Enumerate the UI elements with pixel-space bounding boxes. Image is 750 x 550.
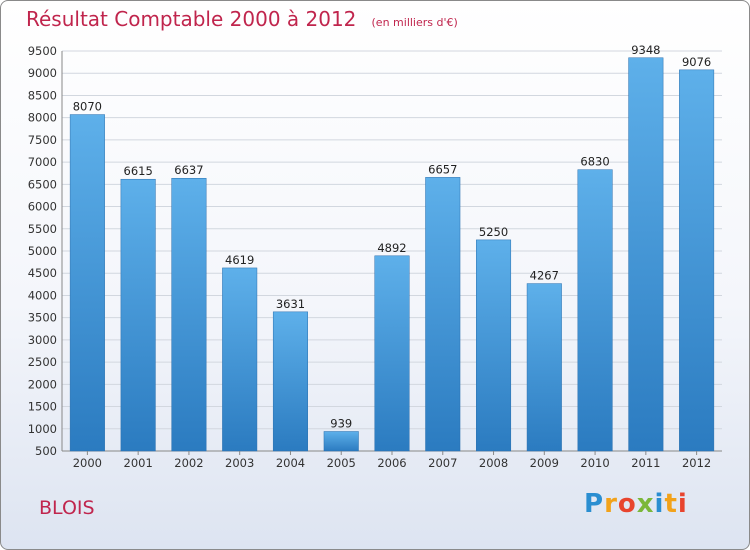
y-tick-label: 2500: [28, 355, 57, 369]
y-tick-label: 4000: [28, 288, 57, 302]
x-tick-label: 2001: [124, 456, 153, 470]
y-tick-label: 1000: [28, 422, 57, 436]
bar: [425, 177, 461, 452]
data-label: 6615: [124, 164, 153, 178]
x-tick-label: 2005: [327, 456, 356, 470]
bar: [577, 169, 613, 452]
data-label: 6637: [174, 163, 203, 177]
data-label: 9348: [631, 43, 660, 57]
bar: [69, 114, 105, 452]
x-tick-label: 2006: [377, 456, 406, 470]
y-tick-label: 9500: [28, 44, 57, 58]
y-tick-label: 8000: [28, 111, 57, 125]
bar: [120, 178, 156, 452]
bar: [374, 255, 410, 452]
logo-letter: i: [677, 489, 688, 519]
data-label: 939: [330, 416, 352, 430]
data-label: 3631: [276, 297, 305, 311]
town-label: BLOIS: [39, 497, 95, 519]
logo-letter: x: [636, 489, 655, 519]
y-tick-label: 500: [35, 444, 57, 458]
y-tick-label: 3000: [28, 333, 57, 347]
data-label: 9076: [682, 55, 711, 69]
data-label: 6657: [428, 162, 457, 176]
x-tick-label: 2010: [580, 456, 609, 470]
x-tick-label: 2011: [631, 456, 660, 470]
chart-title-main: Résultat Comptable 2000 à 2012: [26, 7, 357, 31]
logo-letter: P: [584, 489, 605, 519]
y-tick-label: 1500: [28, 400, 57, 414]
bar: [171, 177, 207, 452]
proxiti-logo: Proxiti: [584, 489, 688, 519]
bar: [526, 283, 562, 452]
logo-letter: t: [664, 489, 678, 519]
x-tick-label: 2002: [174, 456, 203, 470]
y-tick-label: 6000: [28, 200, 57, 214]
y-tick-label: 7500: [28, 133, 57, 147]
data-label: 6830: [580, 155, 609, 169]
y-tick-label: 5000: [28, 244, 57, 258]
bar: [222, 267, 258, 452]
y-tick-label: 9000: [28, 66, 57, 80]
bar: [476, 239, 512, 452]
x-tick-label: 2009: [530, 456, 559, 470]
x-tick-label: 2003: [225, 456, 254, 470]
data-label: 5250: [479, 225, 508, 239]
data-label: 4267: [530, 269, 559, 283]
y-tick-label: 3500: [28, 311, 57, 325]
bar: [628, 57, 664, 452]
logo-letter: r: [604, 489, 618, 519]
y-tick-label: 8500: [28, 88, 57, 102]
y-tick-label: 6500: [28, 177, 57, 191]
data-label: 4619: [225, 253, 254, 267]
logo-letter: i: [654, 489, 665, 519]
data-label: 4892: [377, 241, 406, 255]
y-tick-label: 7000: [28, 155, 57, 169]
x-tick-label: 2008: [479, 456, 508, 470]
x-tick-label: 2007: [428, 456, 457, 470]
y-tick-label: 5500: [28, 222, 57, 236]
x-tick-label: 2004: [276, 456, 305, 470]
bar: [679, 69, 715, 452]
bar: [323, 431, 359, 452]
chart-title: Résultat Comptable 2000 à 2012 (en milli…: [26, 7, 458, 31]
y-tick-label: 4500: [28, 266, 57, 280]
y-tick-label: 2000: [28, 377, 57, 391]
bar: [272, 311, 308, 452]
x-tick-label: 2012: [682, 456, 711, 470]
chart-title-unit: (en milliers d'€): [371, 16, 458, 29]
x-tick-label: 2000: [73, 456, 102, 470]
logo-letter: o: [617, 489, 637, 519]
data-label: 8070: [73, 100, 102, 114]
